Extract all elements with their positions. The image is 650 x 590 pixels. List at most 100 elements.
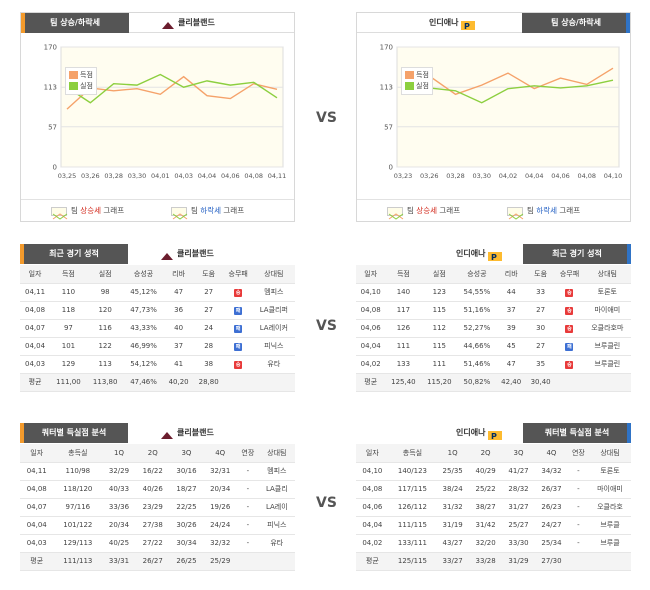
column-header: 승성공 [457, 265, 497, 284]
table-cell [223, 373, 253, 392]
table-cell: 45 [496, 337, 526, 356]
table-cell: 129 [50, 355, 87, 374]
table-cell: 피닉스 [252, 337, 295, 356]
table-cell: 43,33% [123, 319, 164, 338]
x-tick-label: 04,03 [174, 172, 193, 180]
table-cell: 04,08 [356, 301, 386, 320]
column-header: 도움 [193, 265, 224, 284]
table-cell: 24/27 [534, 516, 568, 535]
svg-text:P: P [491, 253, 497, 261]
legend-loss: 실점 [405, 81, 429, 92]
column-header: 상대팀 [252, 265, 295, 284]
x-tick-label: 03,26 [81, 172, 100, 180]
table-cell: 44,66% [457, 337, 497, 356]
table-cell: 133/111 [388, 534, 437, 553]
table-cell: 47 [163, 283, 194, 302]
table-cell: 117/115 [388, 480, 437, 499]
table-cell: 멤피스 [258, 462, 295, 481]
table-cell: - [237, 480, 259, 499]
table-cell: 20/34 [102, 516, 136, 535]
table-cell: 110/98 [53, 462, 103, 481]
table-cell: 평균 [356, 373, 386, 392]
table-cell: 140 [385, 283, 422, 302]
table-cell: 115,20 [421, 373, 458, 392]
table-cell: 유타 [252, 355, 295, 374]
y-tick-label: 113 [44, 84, 57, 92]
recent-tab-left[interactable]: 최근 경기 성적 [20, 244, 128, 264]
trend-panel-right: 인디애나 P 팀 상승/하락세 0 57 113 170 03,23 03,26 03,28… [356, 12, 631, 222]
trend-tab-right[interactable]: 팀 상승/하락세 [522, 13, 630, 33]
table-cell: 04,06 [356, 498, 389, 517]
x-tick-label: 03,25 [58, 172, 77, 180]
column-header: 1Q [102, 444, 136, 463]
table-cell: 30/26 [169, 516, 204, 535]
column-header: 4Q [203, 444, 238, 463]
table-cell: 133 [385, 355, 422, 374]
table-cell: 117 [385, 301, 422, 320]
table-cell: 25/35 [436, 462, 470, 481]
result-icon: 패 [555, 337, 584, 356]
graph-up-icon [51, 206, 68, 220]
down-graph-link-left[interactable]: 팀 하락세 그래프 [171, 200, 244, 222]
column-header: 일자 [20, 444, 54, 463]
down-graph-link-right[interactable]: 팀 하락세 그래프 [507, 200, 580, 222]
table-cell: 34/32 [534, 462, 568, 481]
quarter-panel-left: 쿼터별 득실점 분석 클리블랜드 일자 총득실 1Q 2Q 3Q 4Q 연장 상대팀 04,11… [20, 423, 295, 583]
table-cell: 04,07 [20, 498, 54, 517]
table-cell: LA클리 [258, 480, 295, 499]
table-cell: 32/29 [102, 462, 136, 481]
recent-panel-left: 최근 경기 성적 클리블랜드 일자 득점 실점 승성공 리바 도움 승무패 상대팀 04,11 1… [20, 244, 295, 404]
column-header: 일자 [356, 265, 386, 284]
table-cell: - [237, 516, 259, 535]
trend-header-left: 팀 상승/하락세 클리블랜드 [21, 13, 294, 33]
table-cell: 28/32 [502, 480, 535, 499]
result-icon: 패 [223, 337, 253, 356]
recent-table-right: 일자 득점 실점 승성공 리바 도움 승무패 상대팀 04,10 140 123 54,55% 44 33… [356, 265, 631, 392]
y-tick-label: 0 [389, 164, 393, 172]
graph-down-icon [507, 206, 524, 220]
table-cell: 27 [193, 283, 224, 302]
table-cell: 04,03 [20, 534, 54, 553]
trend-tab-left[interactable]: 팀 상승/하락세 [21, 13, 129, 33]
quarter-panel-right: 인디애나 P 쿼터별 득실점 분석 일자 총득실 1Q 2Q 3Q 4Q 연장 상대팀 04,1… [356, 423, 631, 583]
column-header: 일자 [356, 444, 389, 463]
cavaliers-logo-icon [161, 18, 175, 29]
table-cell: 오클라호 [588, 498, 631, 517]
trend-footer-left: 팀 상승세 그래프 팀 하락세 그래프 [21, 199, 294, 221]
table-cell: 04,08 [20, 480, 54, 499]
pacers-logo-icon: P [488, 249, 503, 262]
y-tick-label: 57 [384, 123, 393, 131]
table-row: 04,02 133 111 51,46% 47 35 승 브루클린 [356, 355, 631, 374]
table-cell: 04,08 [20, 301, 51, 320]
result-icon: 승 [555, 301, 584, 320]
table-cell: LA클리퍼 [252, 301, 295, 320]
recent-tab-right[interactable]: 최근 경기 성적 [523, 244, 631, 264]
result-icon: 승 [555, 319, 584, 338]
up-graph-link-left[interactable]: 팀 상승세 그래프 [51, 200, 124, 222]
table-cell: 123 [421, 283, 458, 302]
table-cell: 52,27% [457, 319, 497, 338]
table-cell: 40 [163, 319, 194, 338]
table-cell: 47,73% [123, 301, 164, 320]
table-cell: 118 [50, 301, 87, 320]
table-cell [583, 373, 631, 392]
column-header: 연장 [237, 444, 259, 463]
team-name-right: 인디애나 P [429, 13, 478, 33]
table-cell: 30 [525, 319, 556, 338]
table-cell: 브루클 [588, 534, 631, 553]
table-cell: 브루클 [588, 516, 631, 535]
up-graph-link-right[interactable]: 팀 상승세 그래프 [387, 200, 460, 222]
quarter-tab-left[interactable]: 쿼터별 득실점 분석 [20, 423, 128, 443]
y-tick-label: 0 [53, 164, 57, 172]
legend-left: 득점 실점 [65, 67, 97, 95]
quarter-tab-right[interactable]: 쿼터별 득실점 분석 [523, 423, 631, 443]
table-cell: 98 [86, 283, 124, 302]
table-row: 04,08 118/120 40/33 40/26 18/27 20/34- LA클리 [20, 480, 295, 499]
column-header: 실점 [86, 265, 124, 284]
table-cell: 평균 [20, 552, 54, 571]
column-header: 3Q [169, 444, 204, 463]
x-tick-label: 04,02 [499, 172, 518, 180]
column-header: 3Q [502, 444, 535, 463]
header-row: 일자 득점 실점 승성공 리바 도움 승무패 상대팀 [20, 265, 295, 284]
svg-text:P: P [464, 22, 470, 30]
